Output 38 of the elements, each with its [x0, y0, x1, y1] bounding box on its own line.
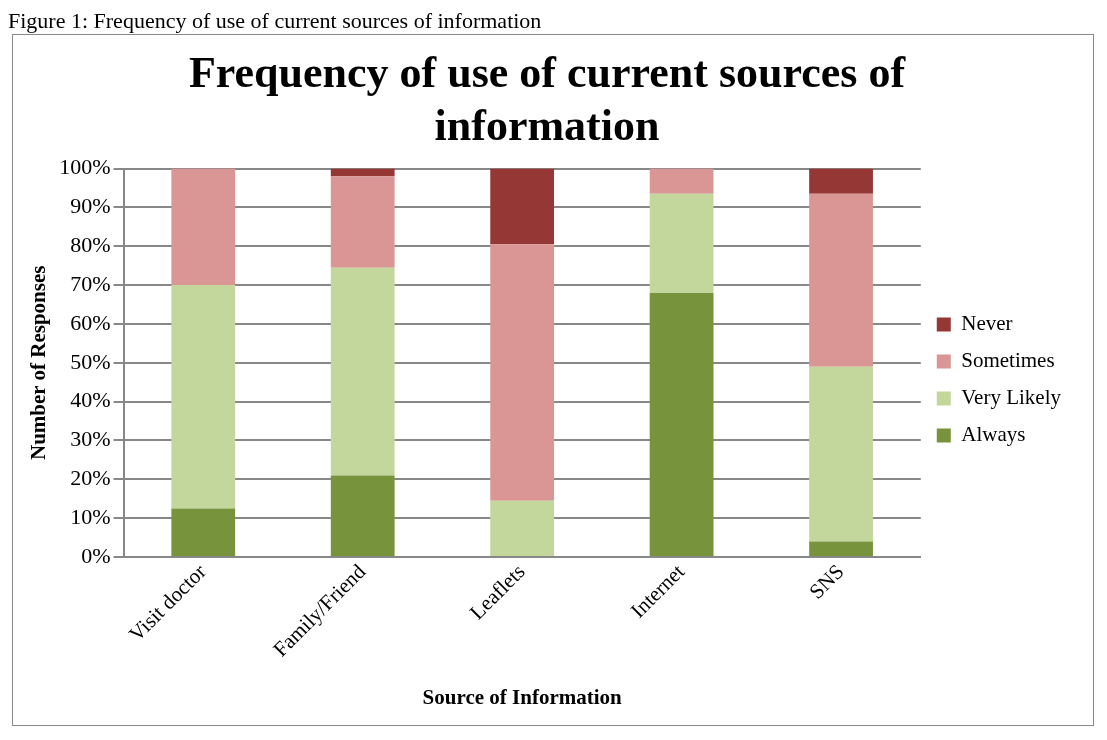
- bar: [809, 366, 873, 542]
- bar: [490, 244, 555, 501]
- y-tick-label: 100%: [59, 154, 111, 180]
- caption: Figure 1: Frequency of use of current sources of information: [8, 8, 543, 34]
- legend-label: Never: [961, 311, 1013, 336]
- y-tick-label: 0%: [81, 542, 111, 568]
- y-tick-label: 40%: [70, 387, 111, 413]
- bar: [490, 168, 555, 245]
- bar: [649, 168, 714, 194]
- bar: [171, 508, 236, 557]
- y-axis-title: Number of Responses: [26, 265, 51, 461]
- text: information: [434, 100, 660, 150]
- text: Frequency of use of current sources of: [188, 47, 906, 97]
- bar: [171, 285, 236, 509]
- y-tick-label: 90%: [70, 193, 111, 219]
- bar: [330, 267, 395, 476]
- bar: [171, 168, 236, 286]
- bar: [330, 475, 395, 557]
- y-tick-label: 50%: [70, 348, 111, 374]
- legend-label: Always: [961, 422, 1026, 447]
- bar: [809, 168, 873, 194]
- y-tick-label: 80%: [70, 232, 111, 258]
- bar: [649, 292, 714, 557]
- y-tick-label: 70%: [70, 270, 111, 296]
- y-tick-label: 20%: [70, 465, 111, 491]
- legend-label: Very Likely: [961, 385, 1062, 410]
- bar: [330, 176, 395, 268]
- x-tick-label: SNS: [804, 559, 849, 604]
- bar: [809, 541, 873, 557]
- y-tick-label: 60%: [70, 309, 111, 335]
- bar: [649, 193, 714, 293]
- bar: [330, 168, 395, 177]
- legend-label: Sometimes: [961, 348, 1055, 373]
- bar: [809, 193, 873, 367]
- x-axis-title: Source of Information: [422, 684, 623, 709]
- bar: [490, 500, 555, 557]
- y-tick-label: 30%: [70, 426, 111, 452]
- y-tick-label: 10%: [70, 503, 111, 529]
